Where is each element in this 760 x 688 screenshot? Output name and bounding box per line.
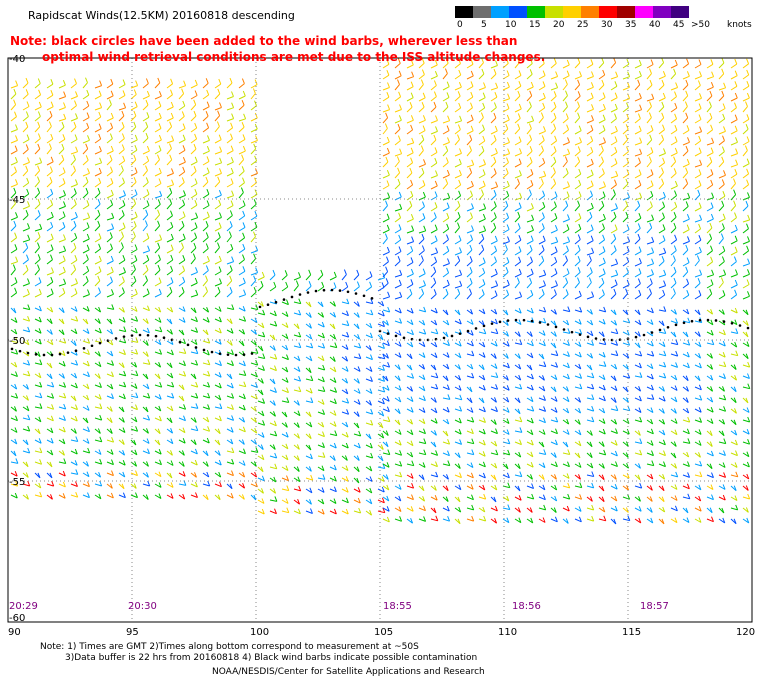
color-legend: 0 5 10 15 20 25 30 35 40 45 >50: [455, 6, 710, 32]
legend-swatch: [599, 6, 617, 18]
note-line-2: optimal wind retrieval conditions are me…: [42, 50, 546, 64]
legend-label: 40: [649, 20, 661, 30]
lat-tick-label: -60: [9, 613, 25, 624]
legend-label: 5: [481, 20, 487, 30]
footer-note-1: Note: 1) Times are GMT 2)Times along bot…: [40, 642, 419, 652]
footer-note-2: 3)Data buffer is 22 hrs from 20160818 4)…: [65, 653, 478, 663]
legend-swatch: [581, 6, 599, 18]
footer-credit: NOAA/NESDIS/Center for Satellite Applica…: [212, 667, 485, 677]
lat-tick-label: -55: [9, 477, 25, 488]
map-frame: [7, 57, 753, 623]
pass-time-label: 18:56: [512, 601, 541, 612]
legend-swatch: [653, 6, 671, 18]
legend-labels: 0 5 10 15 20 25 30 35 40 45 >50: [455, 18, 710, 32]
lat-tick-label: -45: [9, 195, 25, 206]
legend-label: 0: [457, 20, 463, 30]
pass-time-label: 20:29: [9, 601, 38, 612]
lon-tick-label: 120: [736, 627, 755, 638]
lon-tick-label: 100: [250, 627, 269, 638]
legend-swatches: [455, 6, 689, 18]
legend-swatch: [671, 6, 689, 18]
lon-tick-label: 110: [498, 627, 517, 638]
legend-label: 25: [577, 20, 589, 30]
graticule: [8, 58, 752, 622]
map-title: Rapidscat Winds(12.5KM) 20160818 descend…: [28, 9, 295, 22]
legend-label: 35: [625, 20, 637, 30]
legend-swatch: [473, 6, 491, 18]
legend-swatch: [617, 6, 635, 18]
lat-tick-label: -50: [9, 336, 25, 347]
legend-label: 45: [673, 20, 685, 30]
lon-tick-label: 115: [622, 627, 641, 638]
legend-label: 15: [529, 20, 541, 30]
legend-swatch: [455, 6, 473, 18]
lon-tick-label: 90: [8, 627, 21, 638]
legend-label: 20: [553, 20, 565, 30]
legend-label: 10: [505, 20, 517, 30]
legend-swatch: [491, 6, 509, 18]
pass-time-label: 18:57: [640, 601, 669, 612]
legend-swatch: [635, 6, 653, 18]
note-line-1: Note: black circles have been added to t…: [10, 34, 518, 48]
legend-swatch: [545, 6, 563, 18]
lon-tick-label: 95: [126, 627, 139, 638]
legend-swatch: [509, 6, 527, 18]
lon-tick-label: 105: [374, 627, 393, 638]
legend-swatch: [527, 6, 545, 18]
lat-tick-label: -40: [9, 54, 25, 65]
pass-time-label: 20:30: [128, 601, 157, 612]
legend-swatch: [563, 6, 581, 18]
legend-label: >50: [691, 20, 710, 30]
legend-label: 30: [601, 20, 613, 30]
pass-time-label: 18:55: [383, 601, 412, 612]
wind-barbs-layer: [10, 57, 751, 525]
legend-unit: knots: [727, 20, 752, 30]
